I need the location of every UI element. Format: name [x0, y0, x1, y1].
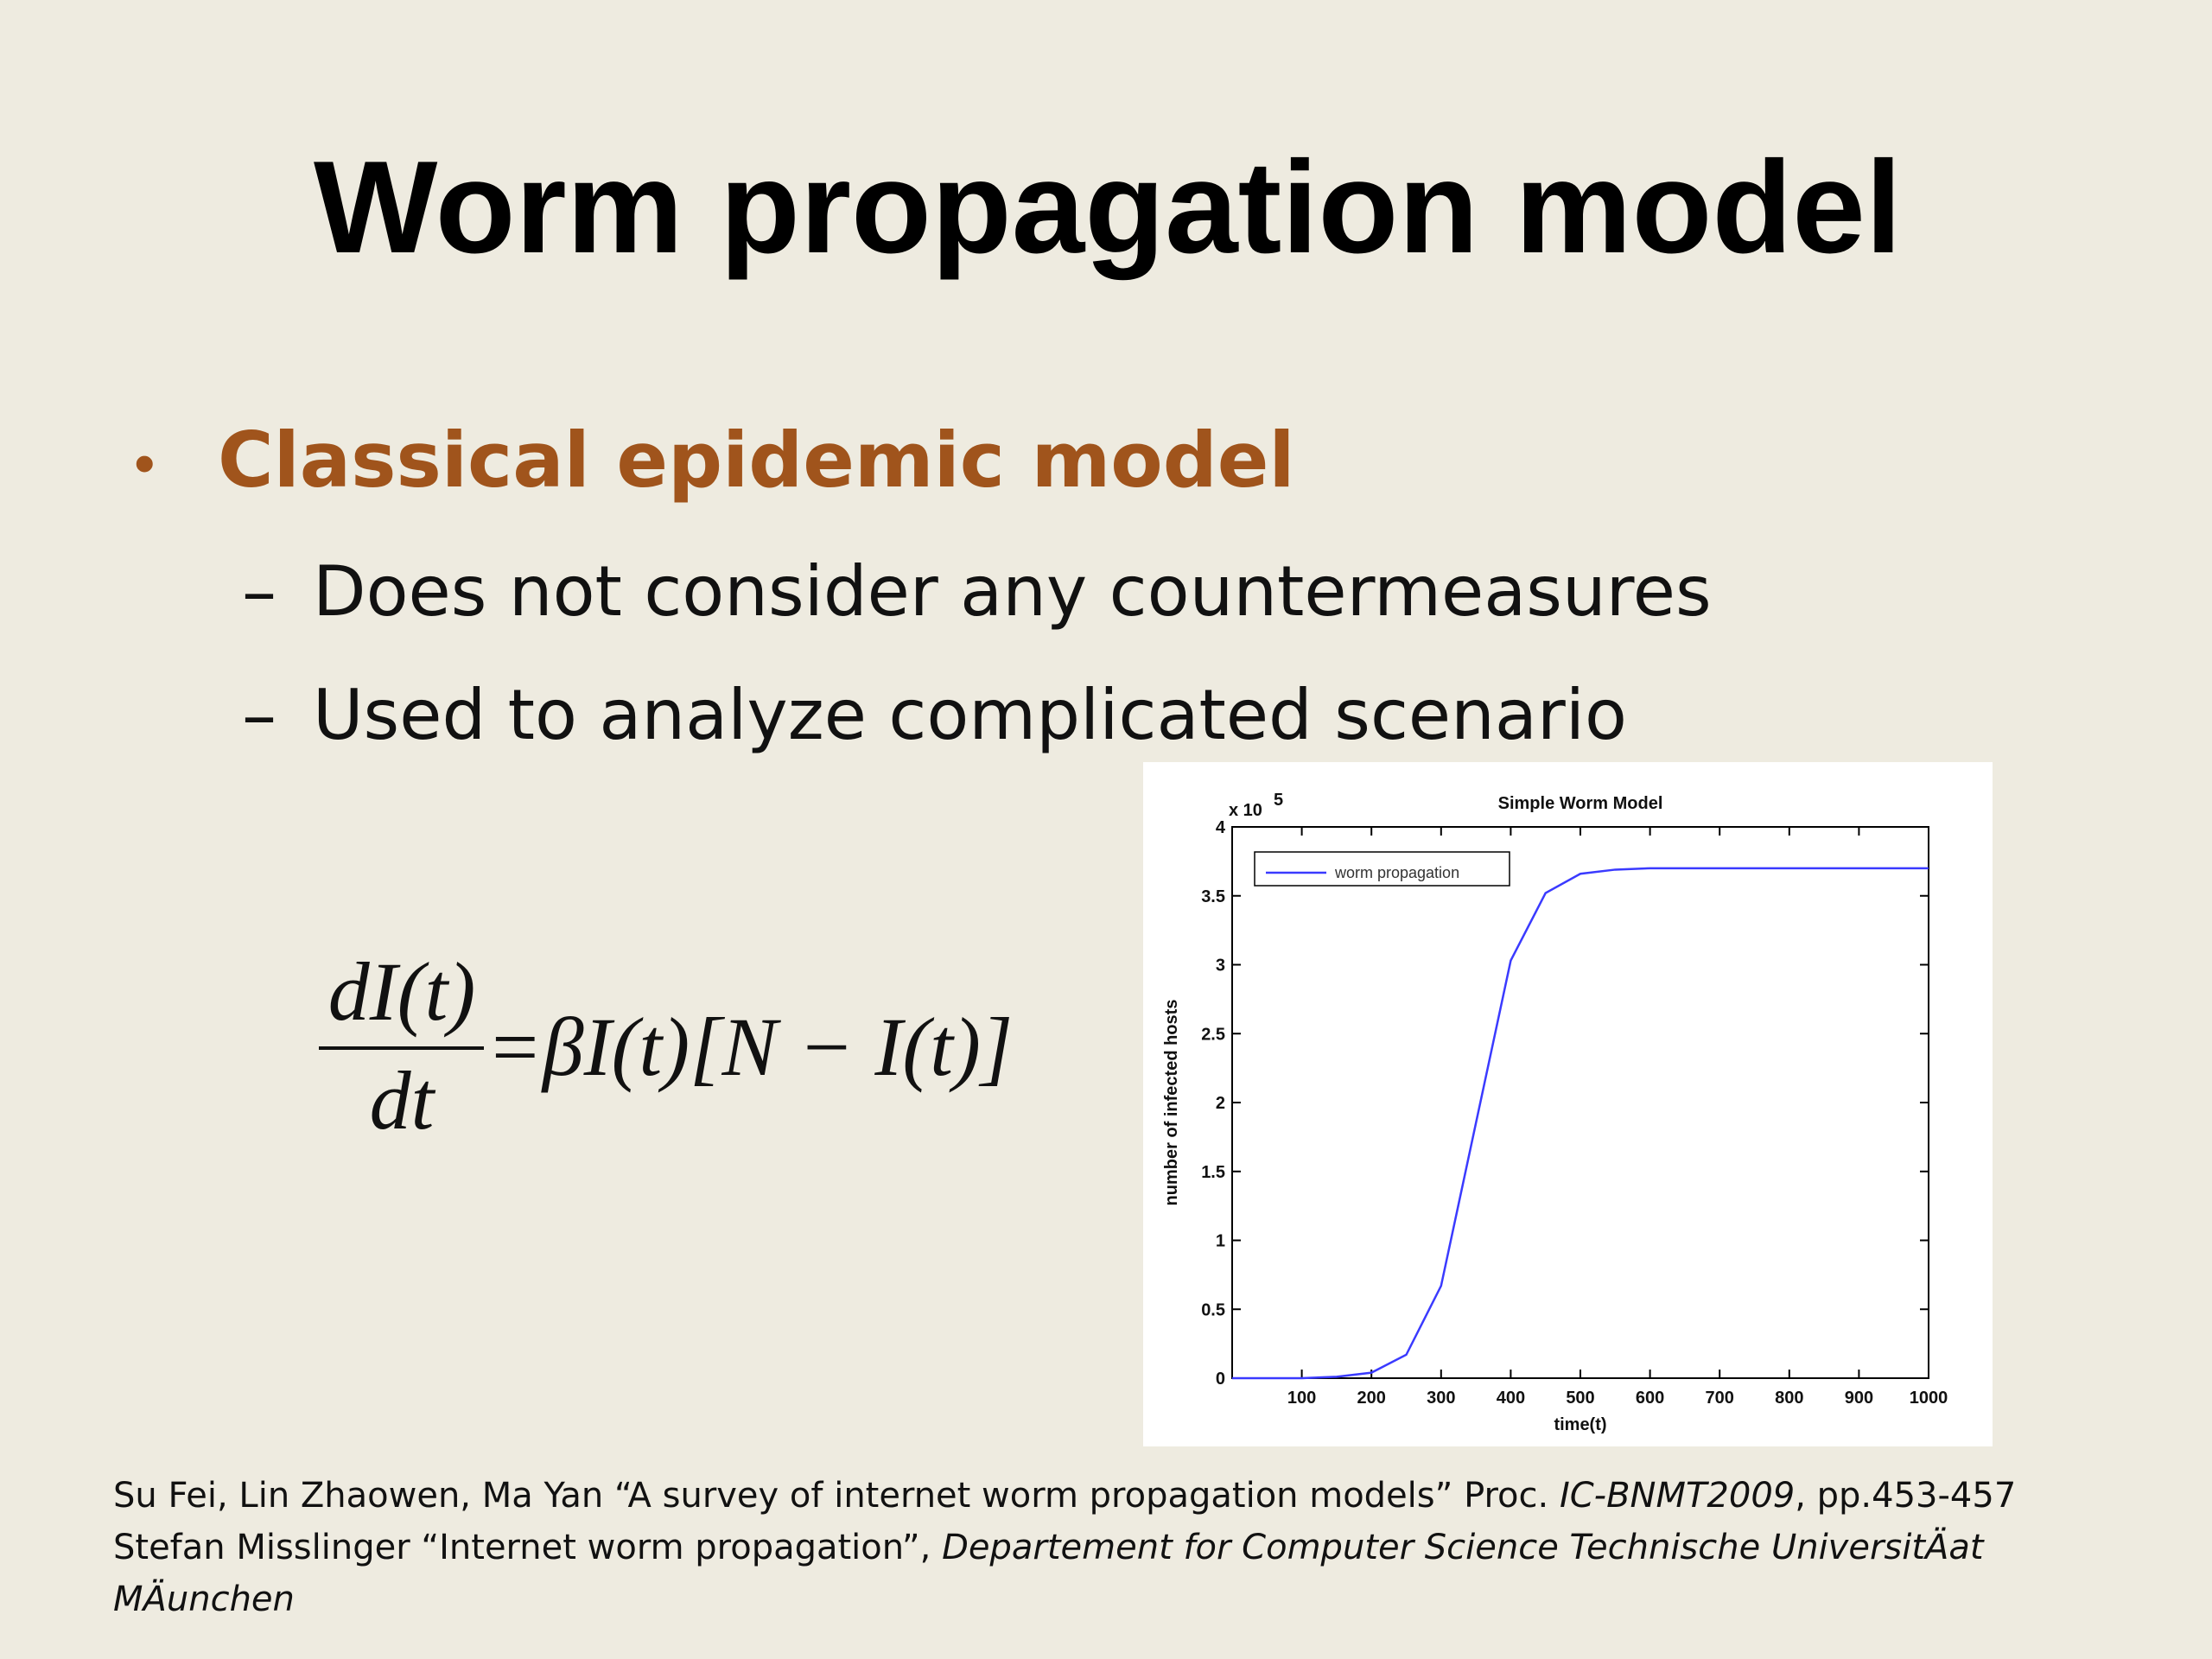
y-tick-label: 1.5	[1201, 1163, 1225, 1182]
y-tick-label: 4	[1216, 818, 1226, 837]
sub-marker: –	[242, 675, 276, 755]
x-tick-label: 600	[1636, 1389, 1664, 1408]
axis-multiplier: x 10	[1229, 801, 1262, 820]
y-tick-label: 2	[1216, 1094, 1225, 1113]
data-line	[1232, 867, 1929, 1380]
y-tick-label: 3.5	[1201, 887, 1225, 906]
x-tick-label: 800	[1775, 1389, 1803, 1408]
reference-text: IC-BNMT2009	[1560, 1476, 1795, 1516]
x-tick-label: 100	[1287, 1389, 1316, 1408]
chart: Simple Worm Model x 10 5 time(t) number of i…	[1162, 791, 1948, 1434]
y-tick-label: 3	[1216, 957, 1225, 976]
x-tick-label: 400	[1497, 1389, 1525, 1408]
x-axis-label: time(t)	[1554, 1415, 1606, 1434]
x-tick-label: 300	[1427, 1389, 1455, 1408]
x-tick-label: 700	[1706, 1389, 1734, 1408]
bullet-marker: •	[134, 429, 156, 497]
y-tick-label: 0.5	[1201, 1300, 1225, 1319]
equation-numerator: dI(t)	[328, 945, 476, 1038]
y-tick-label: 1	[1216, 1232, 1225, 1251]
reference-text: , pp.453-457	[1795, 1476, 2016, 1516]
sub-bullet: Does not consider any countermeasures	[313, 551, 1712, 632]
reference-text: MÄunchen	[113, 1578, 295, 1619]
axis-multiplier-exponent: 5	[1274, 791, 1283, 810]
equation-denominator: dt	[370, 1054, 436, 1147]
plot-frame	[1231, 826, 1929, 1379]
x-tick-label: 200	[1357, 1389, 1386, 1408]
reference-text: Departement for Computer Science Technis…	[942, 1526, 1985, 1567]
chart-title: Simple Worm Model	[1498, 794, 1663, 813]
reference-text: Su Fei, Lin Zhaowen, Ma Yan “A survey of…	[113, 1476, 1560, 1516]
reference-text: Stefan Misslinger “Internet worm propaga…	[113, 1528, 942, 1567]
sub-marker: –	[242, 551, 276, 632]
x-tick-label: 500	[1566, 1389, 1594, 1408]
x-tick-label: 900	[1845, 1389, 1873, 1408]
references: Su Fei, Lin Zhaowen, Ma Yan “A survey of…	[113, 1476, 2016, 1619]
equation-rhs: =βI(t)[N − I(t)]	[486, 1001, 1013, 1093]
legend-label: worm propagation	[1334, 864, 1459, 881]
legend-box	[1254, 851, 1510, 887]
y-axis-label: number of infected hosts	[1162, 1000, 1181, 1206]
sub-bullet: Used to analyze complicated scenario	[313, 675, 1627, 755]
x-tick-label: 1000	[1910, 1389, 1948, 1408]
y-tick-label: 0	[1216, 1370, 1225, 1389]
reference-line: Stefan Misslinger “Internet worm propaga…	[113, 1526, 1985, 1567]
slide-title: Worm propagation model	[314, 134, 1902, 281]
y-tick-label: 2.5	[1201, 1025, 1225, 1044]
bullet: Classical epidemic model	[218, 416, 1295, 505]
reference-line: Su Fei, Lin Zhaowen, Ma Yan “A survey of…	[113, 1476, 2016, 1516]
reference-line: MÄunchen	[113, 1578, 295, 1619]
